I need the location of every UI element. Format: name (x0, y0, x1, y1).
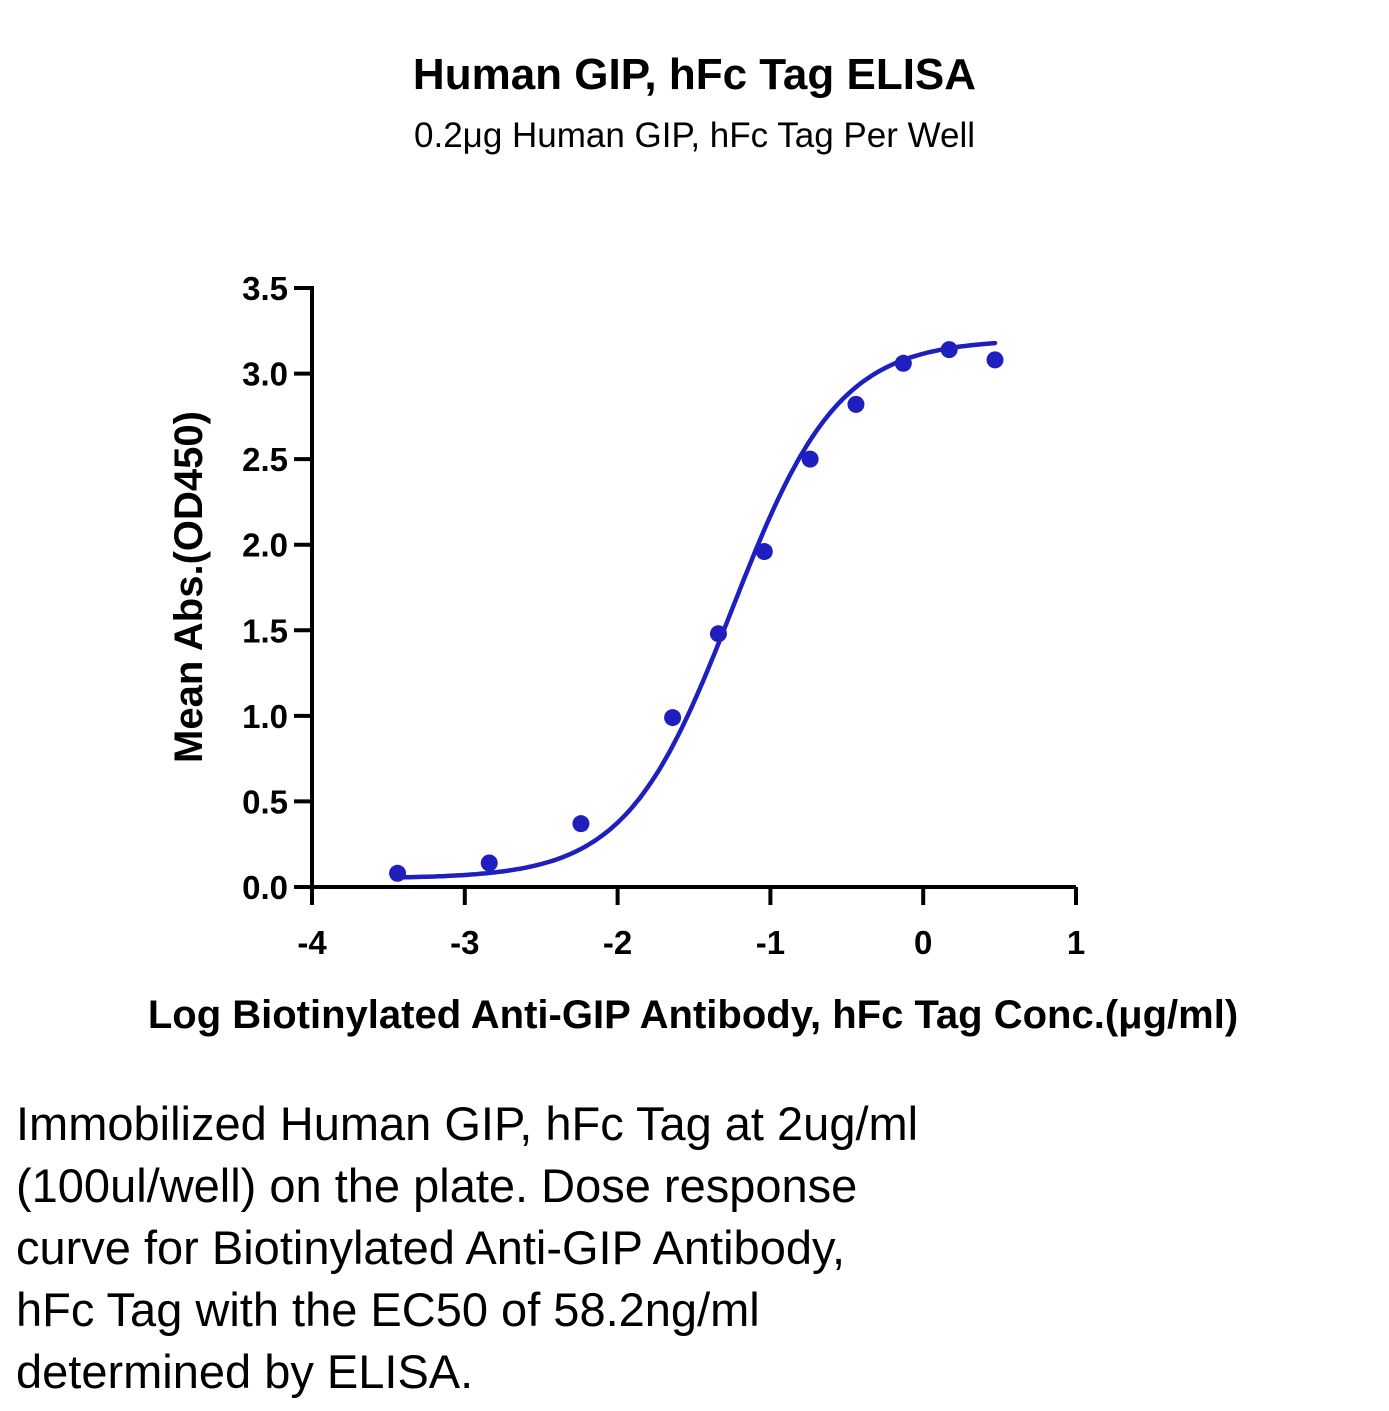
data-point (986, 351, 1004, 369)
data-point (389, 864, 407, 882)
x-tick-label: -4 (297, 924, 327, 961)
data-points (389, 341, 1004, 882)
data-point (894, 354, 912, 372)
y-tick-label: 1.0 (242, 698, 288, 735)
x-axis-ticks: -4 -3 -2 -1 0 1 (297, 887, 1085, 961)
y-axis-ticks: 0.0 0.5 1.0 1.5 2.0 2.5 3.0 3.5 (242, 270, 312, 906)
y-tick-label: 3.5 (242, 270, 288, 307)
x-tick-label: -2 (603, 924, 632, 961)
x-tick-label: 1 (1067, 924, 1085, 961)
x-tick-label: -3 (450, 924, 479, 961)
caption-line: curve for Biotinylated Anti-GIP Antibody… (16, 1221, 846, 1274)
y-tick-label: 1.5 (242, 612, 288, 649)
chart-title: Human GIP, hFc Tag ELISA (412, 50, 977, 99)
data-point (940, 341, 958, 359)
fit-curve (395, 340, 998, 880)
data-point (664, 709, 682, 727)
axes (310, 286, 1076, 889)
caption-line: hFc Tag with the EC50 of 58.2ng/ml (16, 1283, 760, 1336)
y-tick-label: 2.0 (242, 527, 288, 564)
x-tick-label: -1 (756, 924, 785, 961)
y-tick-label: 3.0 (242, 356, 288, 393)
data-point (480, 854, 498, 872)
y-tick-label: 0.5 (242, 783, 288, 820)
y-tick-label: 0.0 (242, 869, 288, 906)
data-point (709, 625, 727, 643)
data-point (847, 395, 865, 413)
data-point (572, 815, 590, 833)
caption-line: (100ul/well) on the plate. Dose response (16, 1159, 858, 1212)
figure-caption: Immobilized Human GIP, hFc Tag at 2ug/ml… (16, 1093, 1316, 1403)
caption-line: Immobilized Human GIP, hFc Tag at 2ug/ml (16, 1097, 919, 1150)
caption-line: determined by ELISA. (16, 1345, 474, 1398)
elisa-chart: 0.0 0.5 1.0 1.5 2.0 2.5 3.0 3.5 -4 -3 -2 -1 0 1 Log … (148, 270, 1238, 1037)
y-axis-title: Mean Abs.(OD450) (167, 411, 211, 763)
data-point (755, 543, 773, 561)
y-tick-label: 2.5 (242, 441, 288, 478)
chart-subtitle: 0.2μg Human GIP, hFc Tag Per Well (414, 116, 975, 155)
x-tick-label: 0 (914, 924, 932, 961)
data-point (801, 450, 819, 468)
x-axis-title: Log Biotinylated Anti-GIP Antibody, hFc … (148, 993, 1238, 1037)
